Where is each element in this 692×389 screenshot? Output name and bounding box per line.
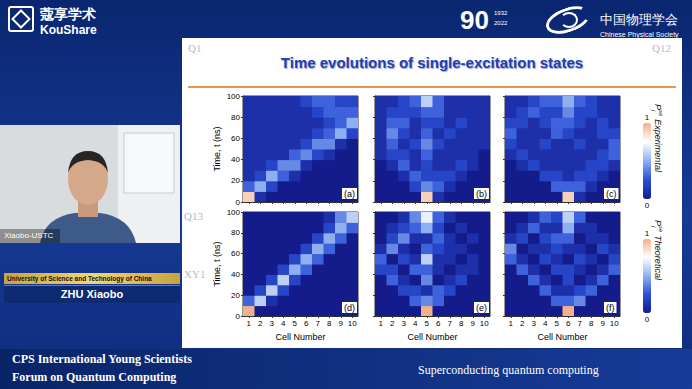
svg-text:1: 1 bbox=[247, 319, 252, 328]
html-text:se: se bbox=[658, 110, 664, 117]
svg-text:0: 0 bbox=[236, 198, 241, 207]
html-text:se: se bbox=[658, 226, 664, 233]
svg-text:80: 80 bbox=[231, 228, 240, 237]
svg-text:40: 40 bbox=[231, 270, 240, 279]
svg-text:(d): (d) bbox=[344, 303, 355, 313]
html-text:P: P bbox=[652, 104, 663, 110]
svg-text:1: 1 bbox=[645, 113, 650, 122]
html-text:ZHU Xiaobo: ZHU Xiaobo bbox=[60, 288, 124, 300]
html-text:Time evolutions of single-exci: Time evolutions of single-excitation sta… bbox=[280, 54, 584, 71]
svg-text:Cell Number: Cell Number bbox=[407, 332, 457, 342]
html-text:蔻享学术: 蔻享学术 bbox=[40, 6, 96, 22]
html-text:Q12: Q12 bbox=[652, 42, 671, 54]
html-text:XY1: XY1 bbox=[184, 268, 206, 280]
svg-text:100: 100 bbox=[227, 92, 241, 101]
html-text:Q1: Q1 bbox=[188, 42, 202, 54]
svg-text:9: 9 bbox=[601, 319, 606, 328]
html-text:Chinese Physical Society: Chinese Physical Society bbox=[600, 31, 679, 38]
svg-text:40: 40 bbox=[231, 155, 240, 164]
svg-text:8: 8 bbox=[327, 319, 332, 328]
svg-text:6: 6 bbox=[436, 319, 441, 328]
svg-text:2: 2 bbox=[520, 319, 525, 328]
svg-text:60: 60 bbox=[231, 249, 240, 258]
svg-text:20: 20 bbox=[231, 176, 240, 185]
svg-text:3: 3 bbox=[402, 319, 407, 328]
svg-text:80: 80 bbox=[231, 113, 240, 122]
html-text:j: j bbox=[651, 226, 657, 228]
svg-text:20: 20 bbox=[231, 291, 240, 300]
html-text:Q13: Q13 bbox=[184, 210, 203, 222]
html-text:j: j bbox=[651, 110, 657, 112]
html-text:90: 90 bbox=[460, 5, 489, 35]
svg-text:7: 7 bbox=[578, 319, 583, 328]
svg-text:10: 10 bbox=[480, 319, 489, 328]
svg-text:Time, t (ns): Time, t (ns) bbox=[212, 126, 222, 171]
svg-text:Cell Number: Cell Number bbox=[275, 332, 325, 342]
svg-text:(b): (b) bbox=[476, 189, 487, 199]
html-text:CPS International Young Scient: CPS International Young Scientists bbox=[12, 352, 192, 366]
html-text:Superconducting quantum comput: Superconducting quantum computing bbox=[418, 363, 599, 377]
svg-text:1: 1 bbox=[509, 319, 514, 328]
svg-text:4: 4 bbox=[281, 319, 286, 328]
svg-text:7: 7 bbox=[316, 319, 321, 328]
svg-text:100: 100 bbox=[227, 208, 241, 217]
svg-text:(c): (c) bbox=[606, 189, 617, 199]
svg-text:8: 8 bbox=[459, 319, 464, 328]
html-text:2022: 2022 bbox=[494, 20, 508, 26]
svg-text:Time, t (ns): Time, t (ns) bbox=[212, 241, 222, 286]
svg-text:0: 0 bbox=[236, 312, 241, 321]
svg-text:6: 6 bbox=[304, 319, 309, 328]
svg-text:10: 10 bbox=[348, 319, 357, 328]
svg-text:3: 3 bbox=[532, 319, 537, 328]
svg-text:(a): (a) bbox=[344, 189, 355, 199]
svg-text:0: 0 bbox=[645, 201, 650, 210]
svg-text:6: 6 bbox=[566, 319, 571, 328]
svg-text:9: 9 bbox=[339, 319, 344, 328]
html-text:Experimental: Experimental bbox=[652, 119, 663, 172]
svg-text:(e): (e) bbox=[476, 303, 487, 313]
svg-text:(f): (f) bbox=[606, 303, 615, 313]
html-text:Forum on Quantum Computing: Forum on Quantum Computing bbox=[12, 370, 177, 384]
svg-text:5: 5 bbox=[425, 319, 430, 328]
svg-text:1: 1 bbox=[645, 229, 650, 238]
html-text:KouShare: KouShare bbox=[40, 23, 97, 37]
svg-text:2: 2 bbox=[390, 319, 395, 328]
svg-text:9: 9 bbox=[471, 319, 476, 328]
html-text:中国物理学会: 中国物理学会 bbox=[600, 12, 678, 27]
svg-text:10: 10 bbox=[610, 319, 619, 328]
html-text:1932: 1932 bbox=[494, 10, 508, 16]
svg-text:5: 5 bbox=[293, 319, 298, 328]
svg-text:0: 0 bbox=[645, 315, 650, 324]
svg-text:7: 7 bbox=[448, 319, 453, 328]
svg-text:5: 5 bbox=[555, 319, 560, 328]
html-text:P: P bbox=[652, 220, 663, 226]
html-text:Theoretical: Theoretical bbox=[652, 235, 663, 280]
svg-text:60: 60 bbox=[231, 134, 240, 143]
svg-text:Cell Number: Cell Number bbox=[537, 332, 587, 342]
html-text:University of Science and Tech: University of Science and Technology of … bbox=[7, 275, 152, 282]
svg-text:3: 3 bbox=[270, 319, 275, 328]
svg-text:1: 1 bbox=[379, 319, 384, 328]
svg-text:2: 2 bbox=[258, 319, 263, 328]
html-text:Xiaobo-USTC: Xiaobo-USTC bbox=[4, 231, 54, 240]
svg-text:4: 4 bbox=[543, 319, 548, 328]
svg-text:4: 4 bbox=[413, 319, 418, 328]
svg-text:8: 8 bbox=[589, 319, 594, 328]
